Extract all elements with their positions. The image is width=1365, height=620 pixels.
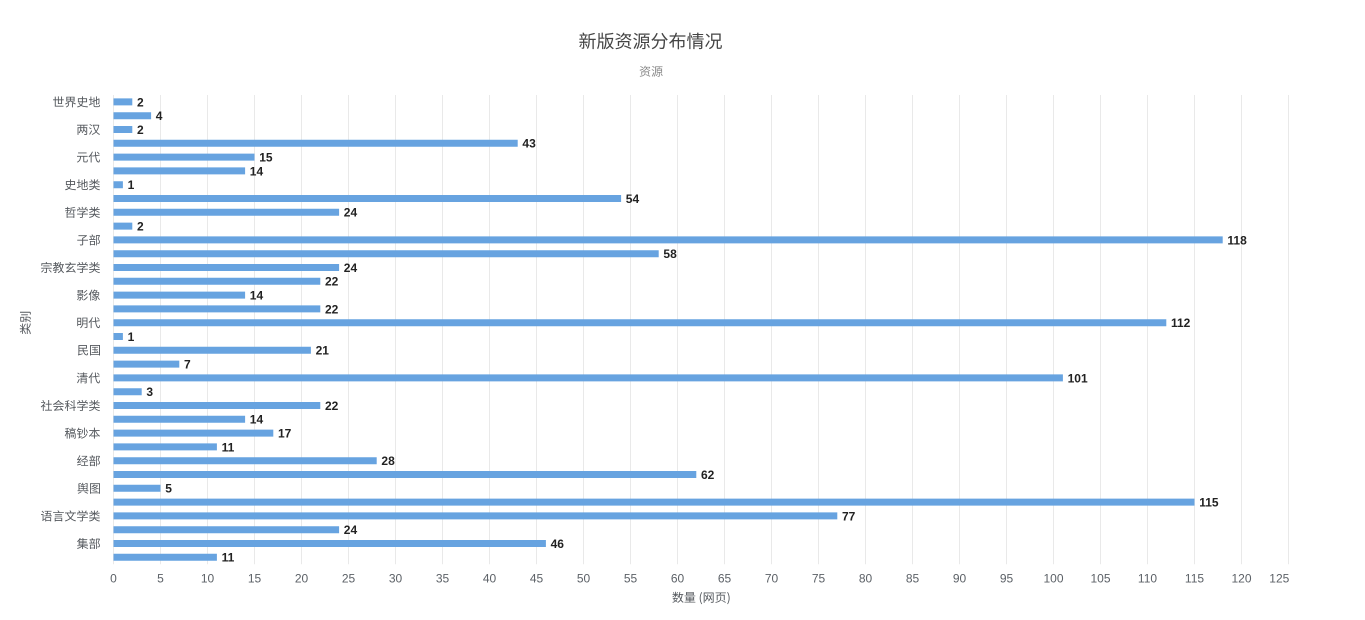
svg-text:112: 112 bbox=[1171, 316, 1191, 330]
svg-text:90: 90 bbox=[953, 572, 967, 586]
svg-text:100: 100 bbox=[1043, 572, 1063, 586]
svg-text:50: 50 bbox=[577, 572, 591, 586]
svg-text:2: 2 bbox=[137, 123, 144, 137]
svg-text:80: 80 bbox=[859, 572, 873, 586]
svg-text:28: 28 bbox=[381, 454, 395, 468]
svg-text:105: 105 bbox=[1090, 572, 1110, 586]
svg-text:24: 24 bbox=[344, 261, 358, 275]
svg-text:95: 95 bbox=[1000, 572, 1014, 586]
svg-text:17: 17 bbox=[278, 427, 292, 441]
svg-text:0: 0 bbox=[110, 572, 117, 586]
svg-text:30: 30 bbox=[389, 572, 403, 586]
svg-text:45: 45 bbox=[530, 572, 544, 586]
svg-text:24: 24 bbox=[344, 206, 358, 220]
svg-text:22: 22 bbox=[325, 302, 339, 316]
svg-text:1: 1 bbox=[128, 330, 135, 344]
svg-text:10: 10 bbox=[201, 572, 215, 586]
svg-text:101: 101 bbox=[1068, 371, 1088, 385]
svg-text:46: 46 bbox=[551, 537, 565, 551]
svg-text:85: 85 bbox=[906, 572, 920, 586]
svg-text:115: 115 bbox=[1185, 572, 1204, 586]
svg-text:1: 1 bbox=[128, 178, 135, 192]
svg-text:14: 14 bbox=[250, 164, 264, 178]
svg-text:118: 118 bbox=[1227, 233, 1247, 247]
svg-text:15: 15 bbox=[248, 572, 262, 586]
svg-text:20: 20 bbox=[295, 572, 309, 586]
svg-text:120: 120 bbox=[1231, 572, 1251, 586]
svg-text:11: 11 bbox=[222, 551, 235, 565]
svg-text:40: 40 bbox=[483, 572, 497, 586]
svg-text:2: 2 bbox=[137, 95, 144, 109]
svg-text:62: 62 bbox=[701, 468, 715, 482]
svg-text:55: 55 bbox=[624, 572, 638, 586]
svg-text:21: 21 bbox=[316, 344, 330, 358]
svg-text:60: 60 bbox=[671, 572, 685, 586]
svg-text:75: 75 bbox=[812, 572, 826, 586]
svg-text:110: 110 bbox=[1138, 572, 1157, 586]
svg-text:65: 65 bbox=[718, 572, 732, 586]
svg-text:11: 11 bbox=[222, 440, 235, 454]
svg-text:115: 115 bbox=[1199, 496, 1219, 510]
svg-text:15: 15 bbox=[259, 151, 273, 165]
svg-text:54: 54 bbox=[626, 192, 640, 206]
svg-text:4: 4 bbox=[156, 109, 163, 123]
svg-text:43: 43 bbox=[522, 137, 536, 151]
svg-text:77: 77 bbox=[842, 509, 856, 523]
svg-text:125: 125 bbox=[1269, 572, 1289, 586]
svg-text:70: 70 bbox=[765, 572, 779, 586]
svg-text:35: 35 bbox=[436, 572, 450, 586]
svg-text:5: 5 bbox=[157, 572, 164, 586]
svg-text:58: 58 bbox=[663, 247, 677, 261]
svg-text:2: 2 bbox=[137, 220, 144, 234]
svg-text:22: 22 bbox=[325, 275, 339, 289]
svg-text:3: 3 bbox=[146, 385, 153, 399]
svg-text:7: 7 bbox=[184, 358, 191, 372]
svg-text:14: 14 bbox=[250, 289, 264, 303]
svg-text:24: 24 bbox=[344, 523, 358, 537]
svg-text:22: 22 bbox=[325, 399, 339, 413]
svg-text:14: 14 bbox=[250, 413, 264, 427]
svg-text:5: 5 bbox=[165, 482, 172, 496]
svg-text:25: 25 bbox=[342, 572, 356, 586]
